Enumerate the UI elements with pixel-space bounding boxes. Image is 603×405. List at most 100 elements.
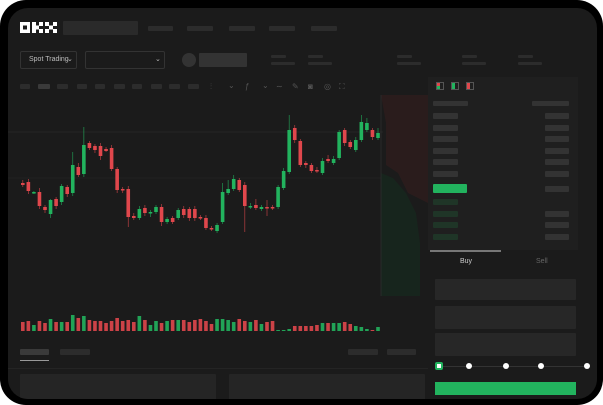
candle-body xyxy=(248,206,253,208)
nav-item[interactable] xyxy=(229,26,255,31)
volume-bar xyxy=(337,323,341,331)
slider-step[interactable] xyxy=(584,363,590,369)
fullscreen-icon[interactable]: ⛶ xyxy=(339,82,345,91)
volume-bar xyxy=(98,321,103,331)
timeframe-button[interactable] xyxy=(77,84,87,89)
pencil-icon[interactable]: ✎ xyxy=(292,82,299,91)
bid-price xyxy=(433,199,458,205)
tab-buy[interactable]: Buy xyxy=(460,258,473,265)
candle-body xyxy=(181,209,186,215)
candle-body xyxy=(76,167,81,175)
volume-bar xyxy=(326,323,330,331)
amount-slider[interactable] xyxy=(439,366,589,367)
indicator-icon[interactable]: ƒ xyxy=(245,82,250,91)
stat-value xyxy=(518,62,542,65)
slider-step[interactable] xyxy=(538,363,544,369)
volume-bar xyxy=(48,319,53,331)
volume-bar xyxy=(120,321,125,331)
candle-body xyxy=(326,159,330,161)
camera-icon[interactable]: ◙ xyxy=(308,82,313,91)
timeframe-button[interactable] xyxy=(151,84,162,89)
nav-item[interactable] xyxy=(311,26,337,31)
volume-bar xyxy=(309,326,314,331)
tab-open-orders[interactable] xyxy=(20,349,49,355)
candle-body xyxy=(309,165,314,171)
slider-step[interactable] xyxy=(503,363,509,369)
nav-item[interactable] xyxy=(269,26,295,31)
stat-value xyxy=(462,62,486,65)
volume-bar xyxy=(21,322,25,331)
orderbook-sell-icon[interactable] xyxy=(466,82,474,90)
chevron-down-icon[interactable]: ⌄ xyxy=(228,81,235,90)
volume-bar xyxy=(237,319,242,331)
candle-body xyxy=(43,207,47,210)
search-input[interactable] xyxy=(63,21,138,35)
timeframe-button[interactable] xyxy=(95,84,105,89)
ask-price xyxy=(433,170,458,177)
nav-item[interactable] xyxy=(187,26,213,31)
candle-body xyxy=(104,149,108,151)
candle-body xyxy=(265,207,269,209)
timeframe-button[interactable] xyxy=(57,84,68,89)
slider-handle[interactable] xyxy=(435,362,443,370)
line-icon[interactable]: ∼ xyxy=(276,82,283,91)
volume-bar xyxy=(348,324,353,331)
candle-body xyxy=(342,130,347,143)
ask-price xyxy=(433,124,458,131)
volume-bar xyxy=(292,326,297,331)
volume-bar xyxy=(331,323,336,331)
volume-bar xyxy=(359,327,364,331)
chevron-down-icon[interactable]: ⌄ xyxy=(262,81,269,90)
candle-body xyxy=(32,192,36,194)
candle-body xyxy=(48,200,53,214)
bid-size xyxy=(545,233,569,240)
orderbook-buy-icon[interactable] xyxy=(451,82,459,90)
candlestick-chart[interactable] xyxy=(8,93,428,333)
candle-body xyxy=(315,170,319,172)
orders-card xyxy=(229,374,425,399)
settings-icon[interactable]: ◎ xyxy=(324,82,331,91)
timeframe-button[interactable] xyxy=(169,84,180,89)
candle-body xyxy=(276,187,280,207)
total-input[interactable] xyxy=(435,333,576,356)
volume-bar xyxy=(193,320,197,331)
candle-body xyxy=(87,143,92,148)
price-input[interactable] xyxy=(435,279,576,300)
ask-price xyxy=(433,159,458,165)
orderbook-panel xyxy=(428,77,578,250)
filter-button[interactable] xyxy=(348,349,378,355)
chevron-down-icon: ⌄ xyxy=(155,56,161,63)
filter-button[interactable] xyxy=(387,349,416,355)
candle-body xyxy=(298,141,303,165)
market-select[interactable]: Spot Trading ⌄ xyxy=(20,51,77,69)
candle-body xyxy=(65,187,69,194)
volume-bar xyxy=(259,324,264,331)
timeframe-button-active[interactable] xyxy=(38,84,50,89)
candle-body xyxy=(154,207,158,212)
volume-bar xyxy=(243,321,247,331)
amount-input[interactable] xyxy=(435,306,576,329)
orderbook-both-icon[interactable] xyxy=(436,82,444,90)
nav-item[interactable] xyxy=(148,26,173,31)
timeframe-button[interactable] xyxy=(132,84,142,89)
depth-bids-area xyxy=(381,173,420,296)
pair-select[interactable]: ⌄ xyxy=(85,51,165,69)
stat-value xyxy=(308,62,332,65)
buy-button[interactable] xyxy=(435,382,576,395)
timeframe-button[interactable] xyxy=(114,84,125,89)
ask-size xyxy=(545,147,569,154)
candle-type-icon[interactable]: ⫶ xyxy=(210,82,212,91)
chevron-down-icon: ⌄ xyxy=(67,56,73,63)
candle-body xyxy=(170,218,175,222)
tab-underline xyxy=(20,360,49,361)
candle-body xyxy=(243,185,247,206)
slider-step[interactable] xyxy=(466,363,472,369)
volume-bar xyxy=(32,325,36,331)
tab-history[interactable] xyxy=(60,349,90,355)
tab-sell[interactable]: Sell xyxy=(536,258,548,265)
volume-bar xyxy=(354,326,358,331)
volume-bar xyxy=(82,316,86,331)
timeframe-button[interactable] xyxy=(188,84,199,89)
volume-bar xyxy=(370,330,375,331)
timeframe-button[interactable] xyxy=(20,84,30,89)
